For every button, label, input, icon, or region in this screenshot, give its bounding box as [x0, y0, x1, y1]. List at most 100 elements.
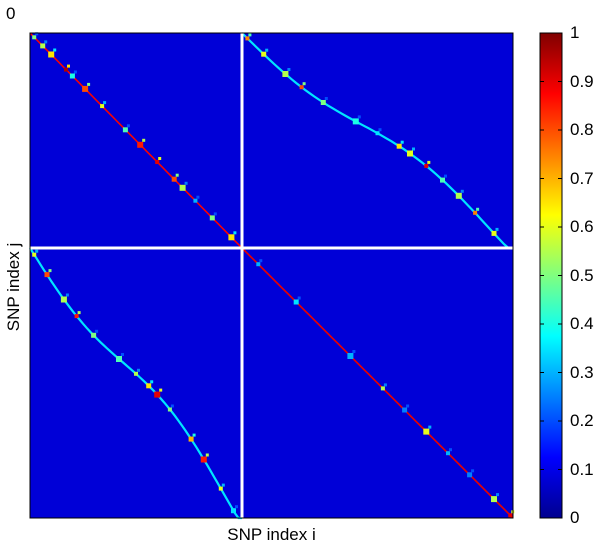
ld-hotspot — [375, 131, 380, 136]
x-axis-label: SNP index i — [227, 525, 316, 544]
ld-hotspot — [467, 472, 473, 478]
ld-hotspot — [396, 143, 402, 149]
ld-hotspot — [508, 513, 513, 518]
ld-hotspot — [455, 192, 462, 199]
ld-hotspot — [428, 425, 432, 429]
ld-hotspot — [35, 249, 39, 253]
ld-hotspot — [184, 181, 188, 185]
ld-hotspot — [228, 234, 235, 241]
ld-hotspot — [324, 97, 328, 100]
ld-hotspot — [171, 176, 177, 182]
colorbar-tick-label: 0.4 — [570, 314, 594, 333]
ld-hotspot — [424, 163, 429, 168]
ld-hotspot — [449, 448, 452, 452]
ld-hotspot — [122, 127, 128, 133]
ld-hotspot — [352, 118, 359, 125]
ld-hotspot — [446, 451, 450, 456]
ld-hotspot — [137, 141, 144, 148]
ld-hotspot — [245, 36, 250, 41]
ld-hotspot — [460, 189, 464, 193]
ld-hotspot — [154, 391, 161, 398]
ld-hotspot — [137, 368, 140, 372]
ld-hotspot — [383, 383, 387, 387]
ld-hotspot — [320, 100, 326, 105]
ld-hotspot — [256, 262, 261, 267]
ld-hotspot — [188, 436, 194, 442]
ld-hotspot — [235, 505, 238, 509]
ld-hotspot — [221, 483, 225, 487]
ld-hotspot — [259, 259, 263, 263]
ld-hotspot — [142, 138, 146, 142]
ld-hotspot — [444, 174, 447, 178]
ld-hotspot — [491, 230, 497, 236]
ld-hotspot — [48, 51, 55, 58]
ld-hotspot — [265, 48, 269, 52]
ld-hotspot — [167, 407, 172, 412]
colorbar-tick-label: 1 — [570, 23, 580, 42]
ld-hotspot — [473, 210, 478, 215]
ld-hotspot — [357, 115, 361, 119]
panel-top-left — [29, 32, 243, 249]
ld-hotspot — [231, 508, 236, 514]
ld-hotspot — [74, 314, 79, 319]
colorbar-ticks — [540, 32, 562, 519]
colorbar-tick-label: 0.9 — [570, 71, 594, 91]
ld-hotspot — [126, 124, 130, 128]
ld-hotspot — [440, 177, 445, 183]
ld-hotspot — [402, 407, 408, 413]
ld-hotspot — [134, 371, 138, 376]
ld-hotspot — [491, 496, 497, 503]
ld-hotspot — [248, 33, 252, 37]
colorbar-tick-label: 0.2 — [570, 411, 594, 430]
ld-hotspot — [60, 296, 67, 303]
colorbar-tick-label: 0.1 — [570, 459, 594, 479]
ld-hotspot — [299, 85, 304, 90]
ld-hotspot — [155, 160, 160, 164]
ld-hotspot — [95, 329, 99, 333]
ld-hotspot — [40, 43, 46, 49]
heatmap-matrix — [29, 32, 515, 520]
panel-bottom-left — [29, 247, 242, 520]
ld-hotspot — [196, 195, 200, 199]
colorbar-tick-label: 0.5 — [570, 265, 594, 285]
ld-hotspot — [380, 386, 385, 391]
ld-hotspot — [69, 73, 75, 79]
ld-hotspot — [378, 128, 382, 132]
ld-hotspot — [476, 207, 480, 211]
ld-hotspot — [347, 353, 354, 359]
ld-hotspot — [32, 35, 37, 40]
ld-hotspot — [209, 215, 215, 221]
block-separators — [30, 33, 513, 518]
panel-bottom-right — [241, 247, 515, 519]
ld-hotspot — [65, 293, 69, 297]
ld-hotspot — [44, 40, 48, 44]
ld-hotspot — [282, 71, 289, 77]
ld-hotspot — [103, 101, 107, 105]
colorbar-tick-label: 0 — [570, 508, 580, 527]
ld-hotspot — [407, 150, 413, 157]
ld-hotspot — [35, 32, 39, 36]
ld-hotspot — [91, 332, 97, 338]
ld-hotspot — [32, 252, 37, 257]
ld-hotspot — [496, 493, 499, 497]
ld-hotspot — [44, 272, 50, 278]
ld-hotspot — [67, 64, 70, 68]
ld-hotspot — [293, 299, 299, 305]
y-axis-label: SNP index j — [4, 242, 23, 332]
ld-hotspot — [121, 353, 124, 356]
ld-hotspot — [302, 82, 306, 86]
ld-hotspot — [179, 184, 186, 191]
colorbar-tick-label: 0.6 — [570, 217, 594, 236]
ld-hotspot — [64, 67, 68, 72]
ld-hotspot — [423, 428, 430, 435]
ld-hotspot — [170, 404, 174, 408]
ld-hotspot — [213, 212, 217, 216]
ld-hotspot — [158, 157, 162, 160]
ld-hotspot — [400, 140, 404, 144]
ld-hotspot — [218, 486, 223, 491]
ld-hotspot — [192, 433, 196, 437]
panel-top-right — [241, 32, 513, 250]
corner-label: 0 — [6, 4, 16, 23]
ld-hotspot — [175, 173, 179, 177]
